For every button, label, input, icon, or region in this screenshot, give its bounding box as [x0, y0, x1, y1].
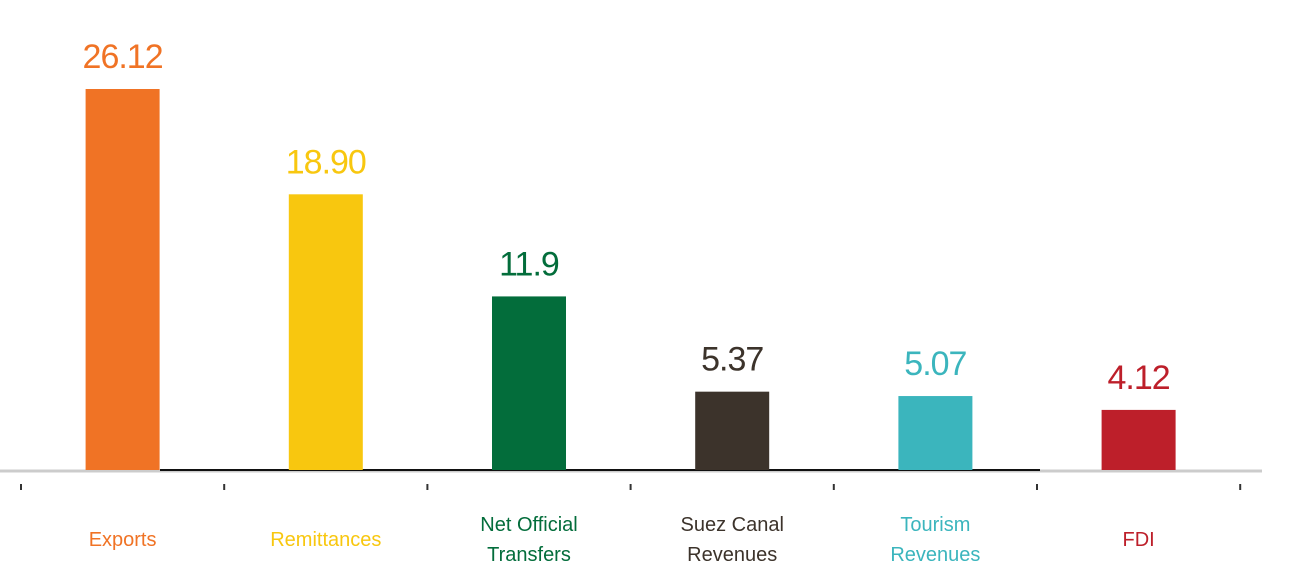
value-label: 4.12 — [1108, 359, 1170, 397]
bar — [898, 396, 973, 470]
category-label: Net Official Transfers — [480, 514, 578, 566]
category-label: Remittances — [270, 529, 382, 551]
category-label: Tourism Revenues — [890, 514, 981, 566]
category-label: Exports — [88, 529, 157, 551]
bar — [85, 89, 160, 470]
bar — [695, 391, 770, 470]
value-label: 5.07 — [904, 345, 966, 383]
bar — [288, 194, 363, 470]
value-label: 26.12 — [83, 38, 163, 76]
bar — [492, 296, 566, 470]
value-label: 11.9 — [499, 245, 559, 283]
category-label: Suez Canal Revenues — [680, 514, 784, 566]
value-label: 18.90 — [286, 143, 366, 181]
bar — [1101, 409, 1176, 470]
category-label: FDI — [1122, 529, 1155, 551]
value-label: 5.37 — [701, 341, 763, 379]
